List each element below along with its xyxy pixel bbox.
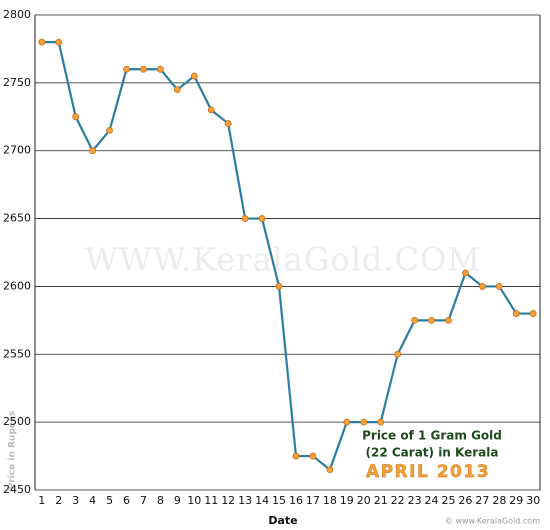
data-point [106, 126, 113, 134]
data-point [173, 86, 181, 94]
data-point [55, 38, 63, 46]
x-tick-label: 8 [157, 494, 164, 507]
x-tick-label: 25 [441, 494, 455, 507]
data-point [495, 283, 503, 290]
x-tick-label: 11 [204, 494, 218, 507]
x-tick-label: 30 [526, 494, 540, 507]
x-tick-label: 7 [140, 494, 147, 507]
x-tick-label: 29 [509, 494, 523, 507]
credit: © www.KeralaGold.com [445, 517, 540, 526]
annotation-subtitle: APRIL 2013 [366, 462, 490, 482]
data-point [89, 147, 97, 155]
y-tick-label: 2750 [3, 76, 31, 89]
x-tick-label: 24 [425, 494, 439, 507]
x-tick-label: 15 [272, 494, 286, 507]
price-line [41, 41, 534, 472]
y-tick-label: 2550 [3, 347, 31, 360]
data-point [38, 38, 46, 46]
data-point [72, 113, 80, 121]
y-tick-label: 2600 [3, 279, 31, 292]
data-point [190, 72, 198, 80]
x-tick-label: 9 [174, 494, 181, 507]
data-point [411, 316, 418, 324]
data-point [394, 350, 402, 358]
x-tick-label: 16 [289, 494, 303, 507]
x-tick-label: 14 [255, 494, 269, 507]
x-tick-label: 6 [123, 494, 130, 507]
data-point [512, 310, 520, 317]
x-tick-label: 12 [221, 494, 235, 507]
x-tick-label: 2 [55, 494, 62, 507]
x-tick-label: 18 [323, 494, 337, 507]
data-point [207, 106, 215, 114]
data-point [529, 310, 537, 317]
y-tick-label: 2450 [3, 483, 31, 496]
annotation-title: (22 Carat) in Kerala [366, 446, 499, 460]
x-tick-label: 26 [458, 494, 472, 507]
x-tick-label: 13 [238, 494, 252, 507]
x-tick-label: 20 [357, 494, 371, 507]
x-tick-label: 5 [106, 494, 113, 507]
data-point [478, 283, 486, 290]
annotation-title: Price of 1 Gram Gold [362, 429, 502, 443]
x-tick-label: 22 [391, 494, 405, 507]
data-point [309, 452, 317, 460]
x-tick-label: 21 [374, 494, 388, 507]
data-point [462, 269, 469, 277]
data-point [343, 418, 351, 426]
data-point [360, 418, 368, 426]
data-point [157, 65, 164, 73]
x-tick-label: 3 [72, 494, 79, 507]
x-tick-label: 17 [306, 494, 320, 507]
data-point [123, 65, 130, 73]
y-axis-label: Price in Rupees [8, 411, 18, 490]
y-tick-label: 2700 [3, 144, 31, 157]
data-point [292, 452, 300, 460]
data-point [140, 65, 147, 73]
data-point [258, 215, 266, 222]
y-tick-label: 2800 [3, 8, 31, 21]
x-tick-label: 23 [408, 494, 422, 507]
watermark: WWW.KeralaGold.COM [85, 241, 481, 279]
x-tick-label: 27 [475, 494, 489, 507]
data-point [445, 316, 452, 324]
x-axis-label: Date [268, 514, 297, 527]
data-point [241, 215, 249, 222]
data-point [377, 418, 385, 426]
x-tick-label: 10 [187, 494, 201, 507]
y-tick-label: 2650 [3, 212, 31, 225]
y-tick-label: 2500 [3, 415, 31, 428]
x-tick-label: 4 [89, 494, 96, 507]
x-tick-label: 19 [340, 494, 354, 507]
x-tick-label: 28 [492, 494, 506, 507]
x-tick-label: 1 [38, 494, 45, 507]
data-point [224, 120, 232, 127]
data-point [326, 466, 334, 474]
data-point [428, 316, 435, 324]
data-point [275, 283, 283, 290]
